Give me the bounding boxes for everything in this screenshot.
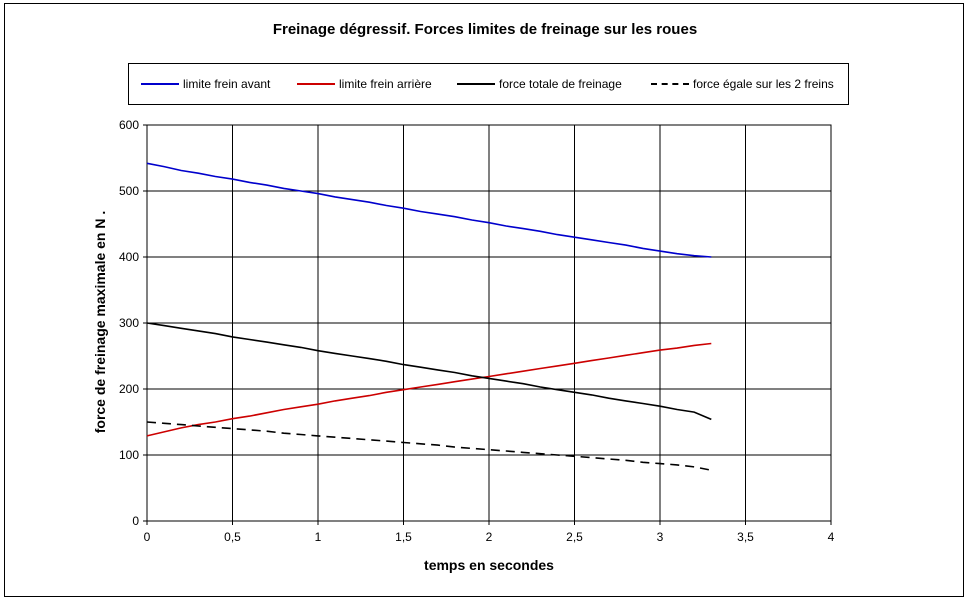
legend-swatch-limite-frein-arriere [297,83,335,85]
x-tick-label: 3 [657,530,664,544]
series-line-2 [146,322,712,421]
y-tick-label: 200 [119,382,139,396]
chart-legend: limite frein avant limite frein arrière … [128,63,849,105]
y-tick-label: 400 [119,250,139,264]
y-tick-label: 300 [119,316,139,330]
legend-swatch-limite-frein-avant [141,83,179,85]
legend-label-force-totale: force totale de freinage [499,77,622,91]
y-tick-label: 100 [119,448,139,462]
legend-item-force-egale: force égale sur les 2 freins [651,76,834,92]
chart-title: Freinage dégressif. Forces limites de fr… [272,21,698,38]
legend-swatch-force-totale [457,83,495,85]
y-tick-label: 0 [132,514,139,528]
series-line-0 [146,162,712,258]
y-axis-label: force de freinage maximale en N . [92,210,108,434]
x-tick-label: 0 [144,530,151,544]
y-tick-label: 600 [119,118,139,132]
x-axis-label: temps en secondes [424,557,554,573]
y-tick-label: 500 [119,184,139,198]
legend-label-limite-frein-arriere: limite frein arrière [339,77,432,91]
legend-item-limite-frein-avant: limite frein avant [141,76,270,92]
series-line-1 [146,342,712,437]
x-tick-label: 4 [828,530,835,544]
series-line-3 [146,421,712,471]
legend-swatch-force-egale [651,83,689,85]
legend-label-force-egale: force égale sur les 2 freins [693,77,834,91]
x-tick-label: 3,5 [737,530,754,544]
x-tick-label: 0,5 [224,530,241,544]
legend-label-limite-frein-avant: limite frein avant [183,77,271,91]
x-tick-label: 1 [315,530,322,544]
x-tick-label: 1,5 [395,530,412,544]
x-tick-label: 2,5 [566,530,583,544]
legend-item-limite-frein-arriere: limite frein arrière [297,76,432,92]
legend-item-force-totale: force totale de freinage [457,76,622,92]
x-tick-label: 2 [486,530,493,544]
